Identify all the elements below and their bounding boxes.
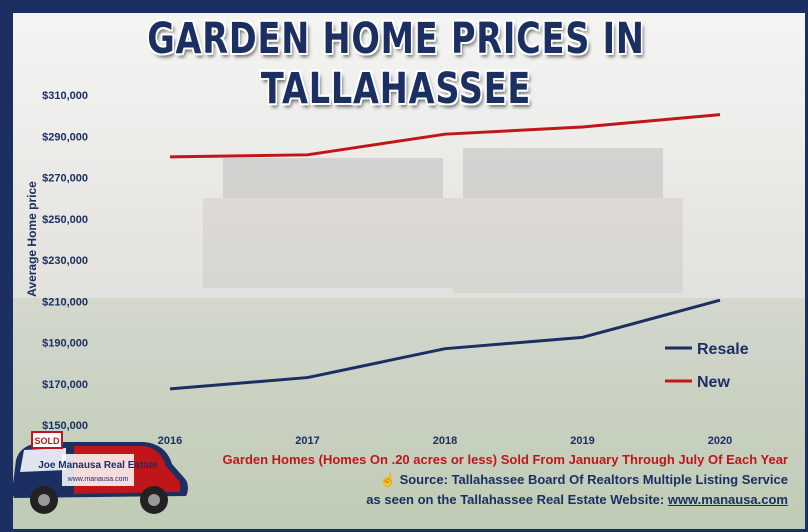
footer-website-prefix: as seen on the Tallahassee Real Estate W… [366, 492, 668, 507]
x-tick-label: 2016 [158, 435, 182, 447]
x-tick-label: 2020 [708, 435, 732, 447]
house-photo [163, 148, 763, 308]
car-sign-text: SOLD [34, 436, 60, 446]
website-link[interactable]: www.manausa.com [667, 492, 788, 507]
x-tick-label: 2018 [433, 435, 457, 447]
y-tick-label: $170,000 [42, 379, 88, 391]
y-tick-label: $150,000 [42, 420, 88, 432]
y-tick-label: $310,000 [42, 90, 88, 102]
footer-source-text: Source: Tallahassee Board Of Realtors Mu… [399, 472, 788, 487]
legend-label: Resale [697, 341, 749, 358]
y-tick-label: $230,000 [42, 255, 88, 267]
page-title: GARDEN HOME PRICES IN TALLAHASSEE [147, 14, 645, 114]
footer-source: ☝ Source: Tallahassee Board Of Realtors … [380, 472, 788, 488]
y-tick-label: $250,000 [42, 214, 88, 226]
branded-car-logo: SOLD Joe Manausa Real Estate www.manausa… [12, 431, 188, 514]
x-tick-label: 2019 [570, 435, 594, 447]
footer-website: as seen on the Tallahassee Real Estate W… [366, 492, 788, 507]
x-tick-label: 2017 [295, 435, 319, 447]
y-tick-label: $290,000 [42, 131, 88, 143]
y-tick-label: $210,000 [42, 296, 88, 308]
y-tick-label: $190,000 [42, 338, 88, 350]
y-tick-label: $270,000 [42, 173, 88, 185]
hand-pointer-icon: ☝ [379, 472, 396, 487]
legend-label: New [697, 374, 730, 391]
series-line-new [169, 113, 721, 159]
footer-note: Garden Homes (Homes On .20 acres or less… [222, 452, 788, 467]
car-url-text: www.manausa.com [67, 476, 129, 483]
series-line-resale [169, 298, 721, 391]
y-axis-label: Average Home price [25, 181, 39, 297]
car-brand-text: Joe Manausa Real Estate [38, 460, 158, 471]
